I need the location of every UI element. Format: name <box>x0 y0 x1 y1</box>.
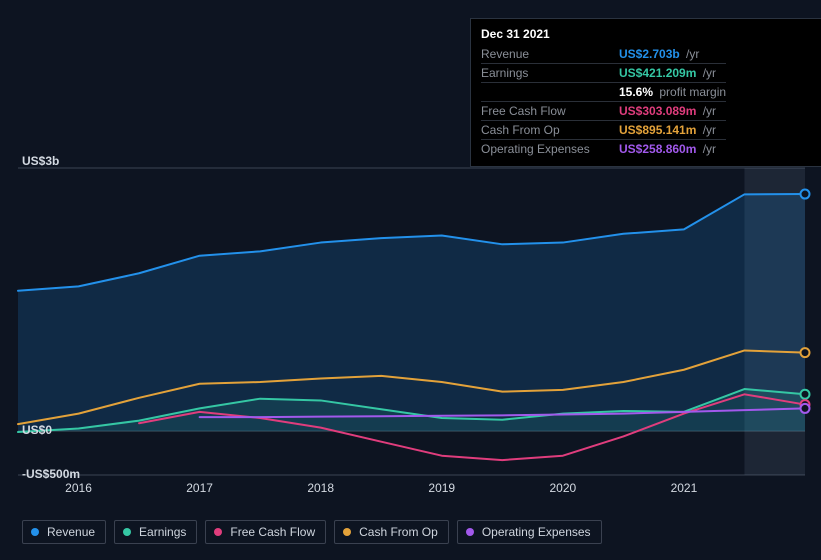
legend-item[interactable]: Cash From Op <box>334 520 449 544</box>
tooltip-row-label: Cash From Op <box>481 121 619 140</box>
tooltip-row-label <box>481 83 619 102</box>
tooltip-row: Operating ExpensesUS$258.860m /yr <box>481 140 726 159</box>
tooltip-row-value: US$303.089m /yr <box>619 102 726 121</box>
legend-dot-icon <box>214 528 222 536</box>
tooltip-row-label: Operating Expenses <box>481 140 619 159</box>
tooltip-table: RevenueUS$2.703b /yrEarningsUS$421.209m … <box>481 45 726 158</box>
tooltip-row-value: US$421.209m /yr <box>619 64 726 83</box>
tooltip-row: EarningsUS$421.209m /yr <box>481 64 726 83</box>
tooltip-row-value: US$258.860m /yr <box>619 140 726 159</box>
legend-label: Operating Expenses <box>482 525 591 539</box>
tooltip-row: Cash From OpUS$895.141m /yr <box>481 121 726 140</box>
tooltip-row: Free Cash FlowUS$303.089m /yr <box>481 102 726 121</box>
x-axis-label: 2020 <box>549 481 576 495</box>
y-axis-label: US$0 <box>22 423 52 437</box>
x-axis-label: 2016 <box>65 481 92 495</box>
y-axis-label: -US$500m <box>22 467 80 481</box>
legend-label: Cash From Op <box>359 525 438 539</box>
legend-dot-icon <box>123 528 131 536</box>
tooltip-row-value: US$895.141m /yr <box>619 121 726 140</box>
tooltip-row: 15.6% profit margin <box>481 83 726 102</box>
chart-tooltip: Dec 31 2021 RevenueUS$2.703b /yrEarnings… <box>470 18 821 167</box>
tooltip-date: Dec 31 2021 <box>481 25 817 43</box>
legend-item[interactable]: Operating Expenses <box>457 520 602 544</box>
legend-dot-icon <box>466 528 474 536</box>
legend-dot-icon <box>343 528 351 536</box>
legend-item[interactable]: Free Cash Flow <box>205 520 326 544</box>
legend-label: Free Cash Flow <box>230 525 315 539</box>
tooltip-row: RevenueUS$2.703b /yr <box>481 45 726 64</box>
tooltip-row-value: US$2.703b /yr <box>619 45 726 64</box>
legend-item[interactable]: Revenue <box>22 520 106 544</box>
legend-label: Earnings <box>139 525 186 539</box>
tooltip-row-label: Free Cash Flow <box>481 102 619 121</box>
tooltip-row-label: Earnings <box>481 64 619 83</box>
x-axis-label: 2021 <box>671 481 698 495</box>
legend-item[interactable]: Earnings <box>114 520 197 544</box>
chart-legend: Revenue Earnings Free Cash Flow Cash From O… <box>22 520 602 544</box>
legend-label: Revenue <box>47 525 95 539</box>
tooltip-row-label: Revenue <box>481 45 619 64</box>
x-axis-label: 2019 <box>428 481 455 495</box>
tooltip-row-value: 15.6% profit margin <box>619 83 726 102</box>
y-axis-label: US$3b <box>22 154 59 168</box>
x-axis-label: 2017 <box>186 481 213 495</box>
x-axis-label: 2018 <box>307 481 334 495</box>
legend-dot-icon <box>31 528 39 536</box>
